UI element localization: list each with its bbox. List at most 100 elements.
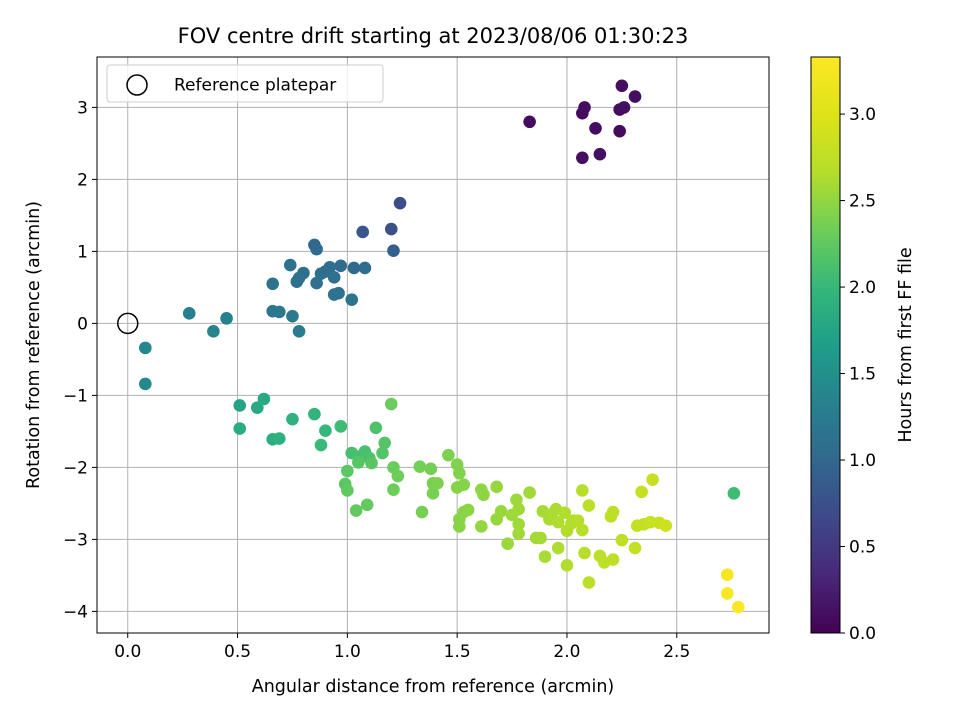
data-point [523, 115, 536, 129]
colorbar-label: Hours from first FF file [896, 247, 916, 442]
chart-title: FOV centre drift starting at 2023/08/06 … [178, 24, 689, 48]
reference-marker [116, 312, 139, 335]
data-point [349, 504, 363, 517]
data-point [369, 421, 383, 435]
colorbar-gradient [810, 56, 841, 634]
data-point [635, 485, 648, 499]
data-point [576, 523, 589, 537]
data-point [606, 553, 620, 566]
data-point [560, 559, 574, 572]
data-point [523, 486, 536, 499]
data-point [292, 325, 306, 338]
data-point [720, 568, 734, 581]
data-point [659, 519, 673, 533]
data-point [334, 259, 348, 273]
data-point [387, 244, 400, 257]
data-point [615, 533, 629, 547]
data-point [272, 305, 286, 319]
data-point [494, 505, 508, 518]
x-tick-label: 1.0 [334, 642, 361, 662]
data-point [551, 515, 565, 529]
data-point [310, 276, 323, 290]
colorbar: 0.0 0.5 1.0 1.5 2.0 2.5 3.0 Hours from first F… [810, 56, 916, 644]
data-point [384, 397, 398, 411]
data-point [538, 550, 552, 563]
data-point [327, 271, 341, 284]
data-point [308, 407, 321, 421]
y-tick-label: 3 [77, 98, 88, 118]
data-point [314, 438, 328, 452]
colorbar-tick-label: 0.0 [849, 624, 876, 644]
data-point [290, 275, 304, 288]
data-point [378, 436, 391, 450]
data-point [182, 307, 196, 320]
data-point [589, 121, 602, 135]
x-tick-label: 1.5 [444, 642, 471, 662]
data-point [512, 502, 525, 516]
y-tick-label: 1 [77, 242, 88, 262]
data-point [266, 277, 279, 291]
colorbar-ticks: 0.0 0.5 1.0 1.5 2.0 2.5 3.0 [840, 105, 876, 644]
legend-label: Reference platepar [174, 76, 336, 96]
data-point [384, 222, 398, 236]
data-point [578, 546, 591, 560]
data-point [582, 576, 596, 589]
data-point [220, 312, 233, 325]
data-point [606, 505, 620, 519]
y-tick-label: 2 [77, 170, 88, 190]
colorbar-tick-label: 1.5 [849, 365, 876, 385]
data-point [345, 293, 359, 306]
data-point [431, 476, 444, 490]
colorbar-tick-label: 3.0 [849, 105, 876, 125]
data-point [501, 537, 514, 551]
x-gridlines [127, 57, 678, 633]
legend-marker-icon [126, 74, 148, 96]
colorbar-tick-label: 1.0 [849, 451, 876, 471]
data-point [319, 424, 332, 437]
data-point [272, 432, 286, 445]
data-point [286, 412, 299, 426]
data-point [727, 487, 741, 500]
plot-frame [96, 56, 770, 634]
x-tick-label: 2.5 [663, 642, 690, 662]
data-point [571, 514, 585, 527]
data-point [286, 309, 299, 323]
data-point [413, 460, 427, 473]
data-point [358, 261, 372, 275]
data-point [356, 225, 370, 239]
data-point [490, 480, 503, 494]
colorbar-tick-label: 2.5 [849, 192, 876, 212]
x-tick-label: 0.5 [224, 642, 251, 662]
data-point [582, 499, 596, 512]
x-axis-ticks: 0.0 0.5 1.0 1.5 2.0 2.5 [114, 633, 690, 662]
data-point [578, 101, 591, 114]
data-point [139, 341, 152, 355]
data-point [558, 506, 572, 520]
data-point [576, 484, 589, 497]
data-point [617, 101, 631, 114]
data-point [376, 446, 389, 460]
data-point [391, 469, 405, 483]
legend: Reference platepar [106, 64, 384, 103]
data-point [551, 541, 565, 555]
y-axis-ticks: −4 −3 −2 −1 0 1 2 3 [63, 98, 97, 622]
data-point [453, 466, 466, 480]
data-point [334, 420, 348, 433]
data-points [139, 79, 745, 614]
data-point [615, 79, 629, 93]
data-point [512, 527, 525, 540]
colorbar-tick-label: 2.0 [849, 278, 876, 298]
data-point [251, 401, 264, 414]
y-tick-label: −2 [63, 458, 88, 478]
colorbar-tick-label: 0.5 [849, 538, 876, 558]
y-tick-label: −3 [63, 530, 88, 550]
data-point [475, 520, 488, 533]
data-point [720, 587, 734, 600]
data-point [387, 483, 400, 497]
data-point [314, 267, 328, 281]
data-point [461, 503, 475, 517]
data-point [341, 484, 354, 497]
y-tick-label: 0 [77, 314, 88, 334]
data-point [283, 258, 297, 272]
